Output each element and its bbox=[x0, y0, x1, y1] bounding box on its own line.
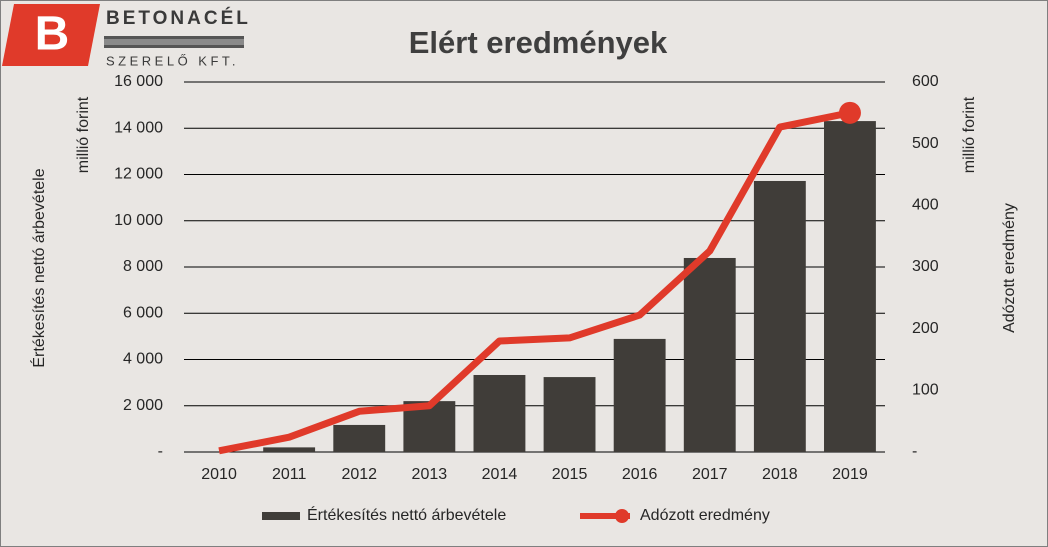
logo-subtitle: SZERELŐ KFT. bbox=[106, 53, 239, 68]
y2-tick-label: - bbox=[912, 443, 917, 460]
x-tick-label: 2015 bbox=[552, 466, 588, 483]
y2-axis-label: Adózott eredmény bbox=[1001, 203, 1018, 333]
y-tick-label: 4 000 bbox=[123, 351, 163, 368]
logo-name: BETONACÉL bbox=[106, 7, 251, 29]
legend-label: Értékesítés nettó árbevétele bbox=[307, 505, 506, 524]
logo-letter: B bbox=[35, 8, 70, 61]
x-tick-label: 2014 bbox=[482, 466, 518, 483]
y2-tick-label: 600 bbox=[912, 73, 939, 90]
x-tick-label: 2018 bbox=[762, 466, 798, 483]
y-tick-label: 14 000 bbox=[114, 119, 163, 136]
bar bbox=[613, 338, 666, 452]
x-tick-label: 2017 bbox=[692, 466, 728, 483]
y-tick-label: 16 000 bbox=[114, 73, 163, 90]
y2-tick-label: 200 bbox=[912, 320, 939, 337]
y2-tick-label: 100 bbox=[912, 382, 939, 399]
bar bbox=[753, 180, 806, 452]
bar bbox=[263, 447, 316, 452]
y-axis-unit: millió forint bbox=[75, 96, 92, 173]
x-tick-label: 2016 bbox=[622, 466, 658, 483]
y-tick-label: - bbox=[158, 443, 163, 460]
y-tick-label: 2 000 bbox=[123, 397, 163, 414]
y2-tick-label: 500 bbox=[912, 135, 939, 152]
logo-rebar bbox=[104, 39, 244, 45]
y2-tick-label: 400 bbox=[912, 197, 939, 214]
y-tick-label: 8 000 bbox=[123, 258, 163, 275]
bar bbox=[543, 377, 596, 452]
x-tick-label: 2011 bbox=[272, 466, 307, 483]
x-tick-label: 2013 bbox=[412, 466, 448, 483]
legend-swatch bbox=[262, 512, 300, 520]
y-tick-label: 6 000 bbox=[123, 304, 163, 321]
logo-badge bbox=[2, 4, 100, 66]
x-tick-label: 2019 bbox=[832, 466, 868, 483]
bar bbox=[333, 424, 386, 452]
bar bbox=[683, 257, 736, 452]
y-axis-label: Értékesítés nettó árbevétele bbox=[29, 168, 48, 367]
bar bbox=[473, 374, 526, 452]
line bbox=[218, 109, 851, 455]
x-tick-label: 2012 bbox=[341, 466, 377, 483]
x-tick-label: 2010 bbox=[201, 466, 237, 483]
line-marker bbox=[838, 101, 861, 124]
y-tick-label: 12 000 bbox=[114, 166, 163, 183]
y-tick-label: 10 000 bbox=[114, 212, 163, 229]
chart-title: Elért eredmények bbox=[409, 25, 668, 60]
y2-tick-label: 300 bbox=[912, 258, 939, 275]
y2-axis-unit: millió forint bbox=[961, 96, 978, 173]
legend-label: Adózott eredmény bbox=[640, 507, 770, 524]
bar bbox=[824, 121, 876, 453]
legend-swatch bbox=[615, 509, 629, 523]
